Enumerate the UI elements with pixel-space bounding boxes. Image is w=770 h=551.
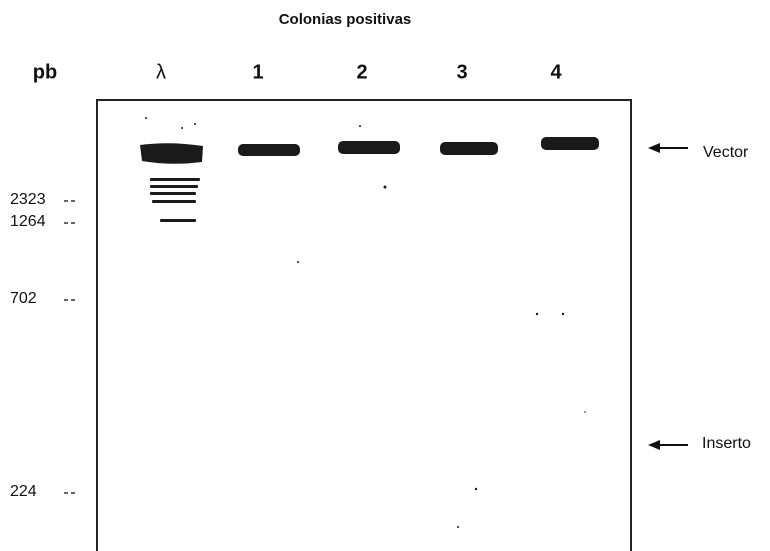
figure-title: Colonias positivas <box>279 11 412 28</box>
marker-label: 224 <box>10 483 37 500</box>
lane-label: 3 <box>456 61 467 83</box>
annotation: Vector <box>703 144 749 161</box>
lane-label: 4 <box>550 61 562 83</box>
annotation: Inserto <box>702 435 751 452</box>
marker-label: 702 <box>10 290 37 307</box>
gel-frame <box>97 100 631 551</box>
unit-label: pb <box>33 61 57 83</box>
figure-canvas: Colonias positivas pb λ 1 2 3 4 2323 126… <box>0 0 770 551</box>
marker-label: 1264 <box>10 213 46 230</box>
gel-figure: Colonias positivas pb λ 1 2 3 4 2323 126… <box>0 0 770 551</box>
marker-label: 2323 <box>10 191 46 208</box>
arrows <box>648 143 688 450</box>
lane-label: 2 <box>356 61 367 83</box>
lane-label: 1 <box>252 61 263 83</box>
marker-dashes <box>64 201 75 493</box>
lane-label: λ <box>156 61 166 83</box>
